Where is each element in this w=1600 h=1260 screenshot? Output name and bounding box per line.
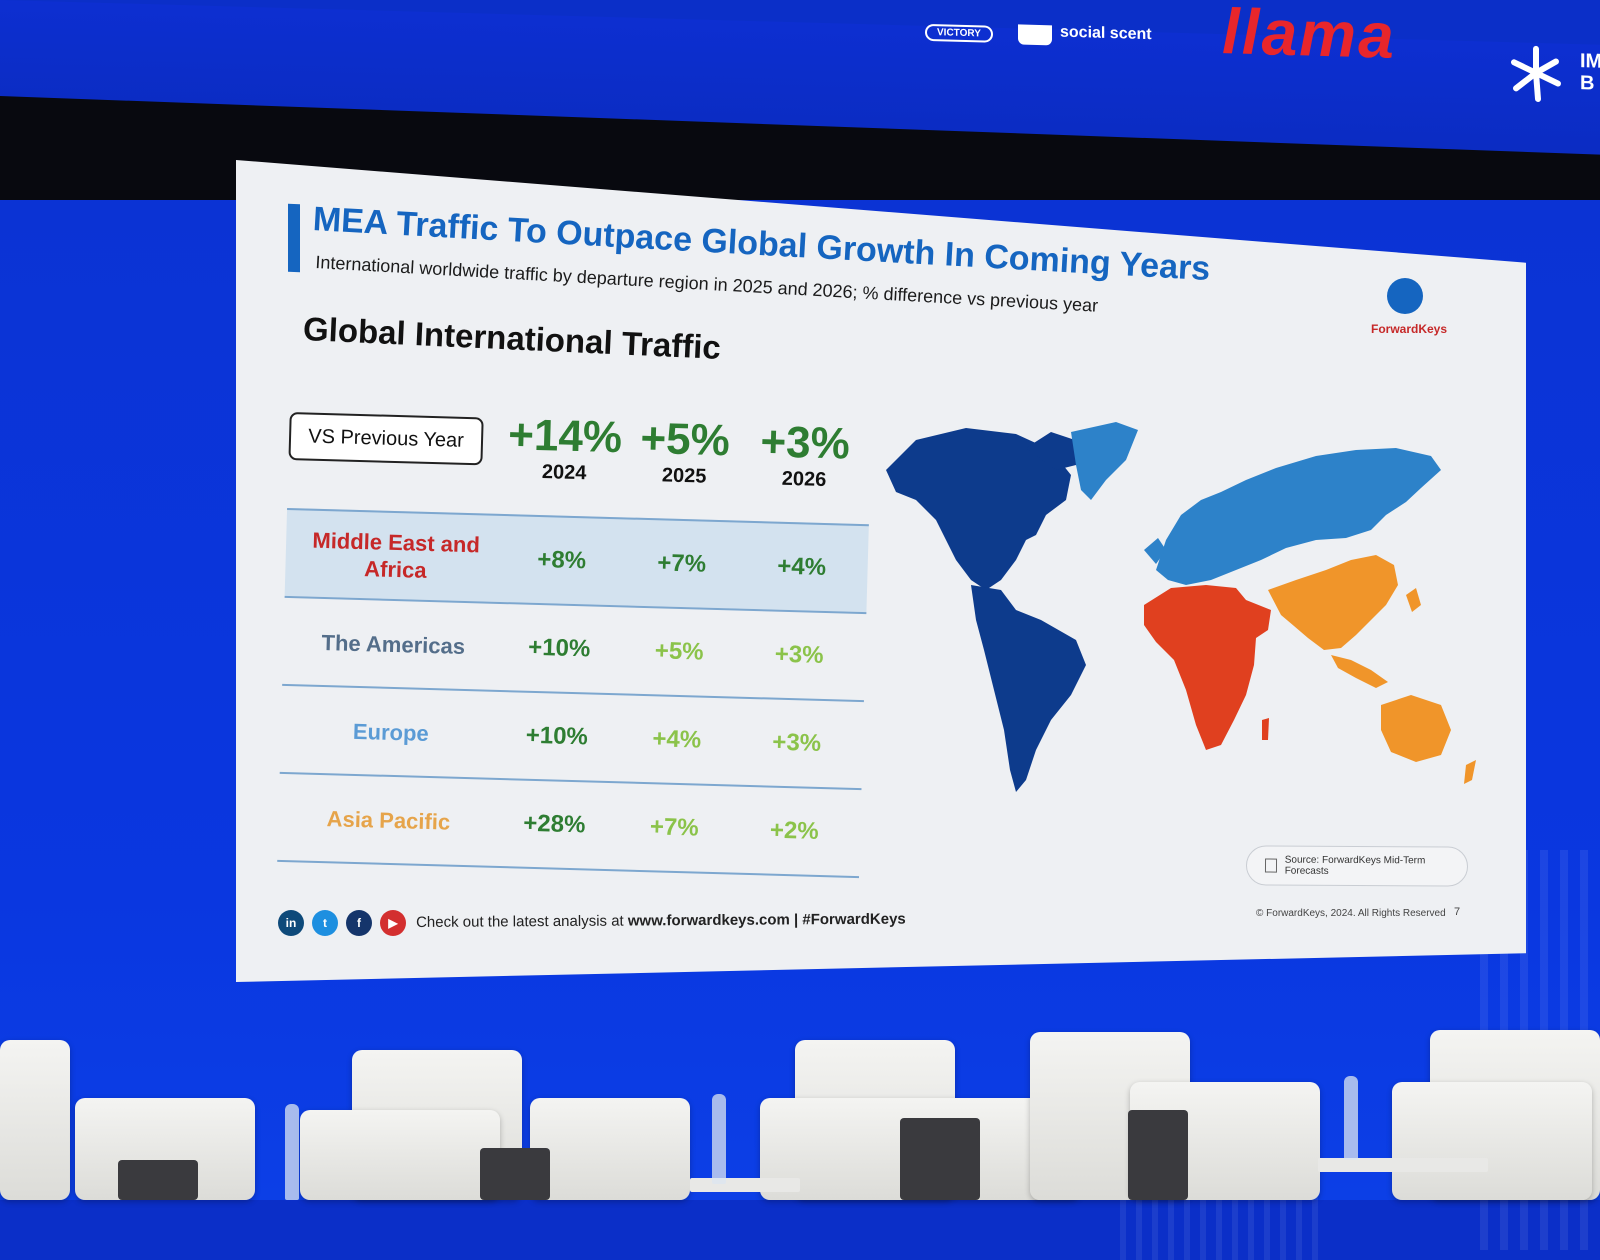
starburst-icon [1511, 45, 1561, 102]
water-bottle [1344, 1076, 1358, 1160]
map-region-americas [886, 428, 1086, 792]
copyright-text: © ForwardKeys, 2024. All Rights Reserved [1256, 908, 1446, 919]
presentation-slide: MEA Traffic To Outpace Global Growth In … [236, 160, 1526, 982]
chair [1392, 1082, 1592, 1200]
map-region-asia-pacific [1268, 555, 1476, 784]
footer-link[interactable]: www.forwardkeys.com | #ForwardKeys [627, 910, 906, 930]
side-table [1318, 1158, 1488, 1172]
growth-value: +8% [537, 545, 587, 575]
logo-text: ForwardKeys [1371, 322, 1448, 336]
vs-previous-year-label: VS Previous Year [288, 411, 484, 466]
page-number: 7 [1454, 906, 1461, 918]
chair [530, 1098, 690, 1200]
water-bottle [285, 1104, 299, 1200]
growth-value: +5% [654, 637, 704, 666]
document-icon [1264, 858, 1277, 873]
growth-value: +7% [649, 813, 700, 842]
facebook-icon[interactable]: f [346, 910, 372, 936]
social-links: in t f ▶ [278, 910, 406, 936]
puzzle-icon [1018, 24, 1052, 46]
table-row: Middle East and Africa +8% +7% +4% [284, 507, 869, 613]
year-label: 2026 [781, 467, 827, 492]
sponsor-im-logo: IM B [1580, 50, 1600, 95]
region-label: Middle East and Africa [312, 527, 481, 583]
map-region-greenland [1071, 422, 1138, 500]
growth-value: +10% [527, 633, 591, 663]
chair-cushion [1128, 1110, 1188, 1200]
year-growth: +3% [759, 417, 851, 469]
region-rows: Middle East and Africa +8% +7% +4% The A… [277, 507, 869, 879]
table-row: The Americas +10% +5% +3% [282, 595, 867, 701]
year-header: +14% 2024 [504, 410, 626, 486]
growth-value: +4% [776, 552, 827, 582]
table-row: Europe +10% +4% +3% [279, 683, 864, 789]
chair [0, 1040, 70, 1200]
table-row: Asia Pacific +28% +7% +2% [277, 771, 862, 879]
linkedin-icon[interactable]: in [278, 910, 304, 936]
source-text: Source: ForwardKeys Mid-Term Forecasts [1284, 854, 1426, 877]
sponsor-social-scent-logo: social scent [1060, 23, 1152, 44]
twitter-icon[interactable]: t [312, 910, 338, 936]
year-header: +3% 2026 [744, 417, 866, 493]
chair-cushion [118, 1160, 198, 1200]
year-growth: +14% [507, 410, 623, 463]
forwardkeys-logo: ForwardKeys [1371, 278, 1451, 348]
sponsor-banner: VICTORY social scent llama IM B [0, 0, 1600, 195]
region-label: The Americas [321, 629, 466, 659]
map-region-middle-east-africa [1144, 585, 1271, 750]
growth-value: +10% [525, 721, 589, 751]
year-header: +5% 2025 [624, 413, 746, 489]
youtube-icon[interactable]: ▶ [380, 910, 406, 936]
region-label: Asia Pacific [326, 805, 451, 835]
footer-prefix: Check out the latest analysis at [416, 912, 628, 931]
side-table [690, 1178, 800, 1192]
source-note: Source: ForwardKeys Mid-Term Forecasts [1245, 845, 1469, 887]
growth-value: +28% [522, 809, 586, 839]
growth-value: +7% [656, 549, 707, 578]
traffic-table: VS Previous Year +14% 2024 +5% 2025 +3% … [277, 404, 889, 879]
world-map [886, 422, 1476, 792]
water-bottle [712, 1094, 726, 1184]
chair-cushion [480, 1148, 550, 1200]
growth-value: +3% [774, 640, 824, 669]
region-label: Europe [352, 718, 430, 746]
growth-value: +2% [769, 816, 819, 845]
growth-value: +3% [772, 728, 822, 757]
year-label: 2025 [661, 464, 707, 488]
year-growth: +5% [639, 413, 731, 466]
chair-cushion [900, 1118, 980, 1200]
title-accent-bar [288, 203, 300, 273]
sponsor-victory-logo: VICTORY [925, 23, 993, 43]
sponsor-llama-logo: llama [1222, 0, 1396, 72]
section-title: Global International Traffic [302, 310, 722, 366]
footer-text: Check out the latest analysis at www.for… [416, 911, 906, 931]
growth-value: +4% [652, 725, 702, 754]
year-label: 2024 [541, 461, 587, 485]
globe-icon [1387, 278, 1423, 314]
map-region-europe-north-asia [1144, 448, 1441, 585]
chair [300, 1110, 500, 1200]
